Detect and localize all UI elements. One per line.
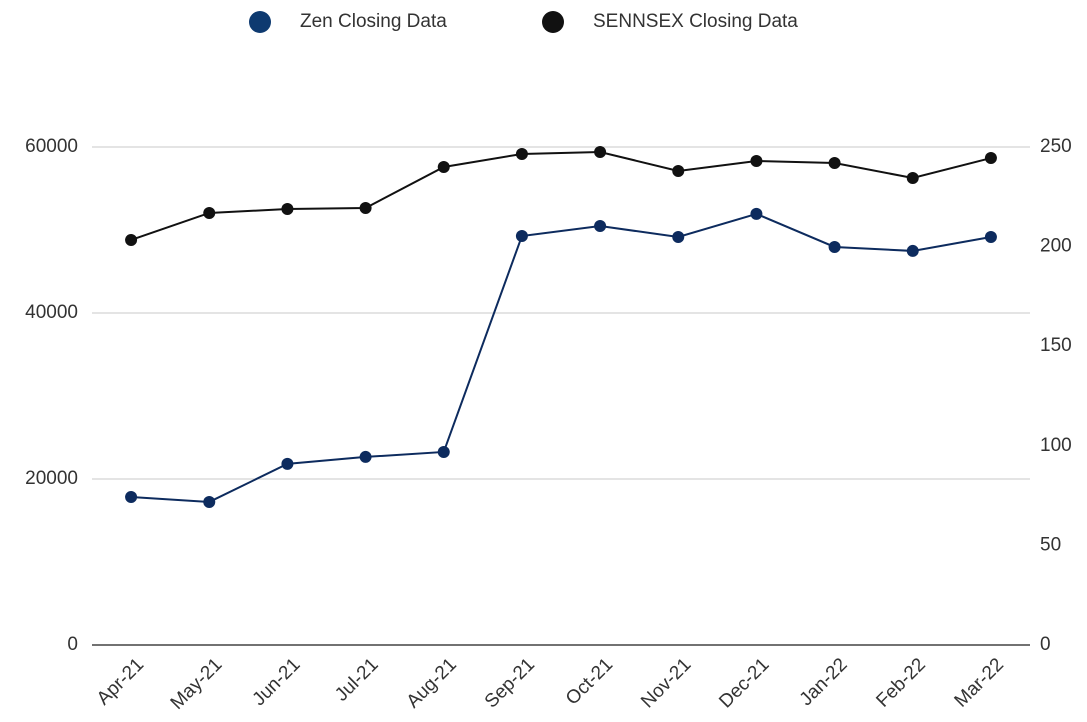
series-line xyxy=(131,212,992,503)
data-point xyxy=(437,445,450,458)
data-point xyxy=(281,457,294,470)
y2-tick-label: 250 xyxy=(1040,136,1072,157)
data-point xyxy=(281,203,294,216)
legend-label: SENNSEX Closing Data xyxy=(593,11,798,32)
x-tick-label: Aug-21 xyxy=(403,654,461,712)
x-tick-label: Sep-21 xyxy=(481,654,539,712)
legend-label: Zen Closing Data xyxy=(300,11,447,32)
x-tick-label: Oct-21 xyxy=(562,654,617,709)
x-tick-label: Nov-21 xyxy=(637,654,695,712)
y-tick-label: 20000 xyxy=(25,468,78,489)
y2-tick-label: 150 xyxy=(1040,335,1072,356)
x-tick-label: Mar-22 xyxy=(951,654,1008,711)
data-point xyxy=(984,152,997,165)
y-tick-label: 40000 xyxy=(25,302,78,323)
data-point xyxy=(437,161,450,174)
y-tick-label: 60000 xyxy=(25,136,78,157)
data-point xyxy=(594,220,607,233)
legend-marker xyxy=(249,11,271,33)
data-point xyxy=(203,206,216,219)
x-tick-label: Jun-21 xyxy=(249,654,305,710)
x-tick-label: Dec-21 xyxy=(715,654,773,712)
data-point xyxy=(203,495,216,508)
data-point xyxy=(672,164,685,177)
data-point xyxy=(750,207,763,220)
data-point xyxy=(594,145,607,158)
y2-tick-label: 200 xyxy=(1040,236,1072,257)
data-point xyxy=(984,230,997,243)
data-point xyxy=(672,230,685,243)
x-tick-label: May-21 xyxy=(167,654,227,714)
data-point xyxy=(906,244,919,257)
data-point xyxy=(828,240,841,253)
data-point xyxy=(359,450,372,463)
y-tick-label: 0 xyxy=(67,634,78,655)
x-tick-label: Jul-21 xyxy=(331,654,382,705)
data-point xyxy=(828,157,841,170)
x-tick-label: Apr-21 xyxy=(93,654,148,709)
data-point xyxy=(359,202,372,215)
data-point xyxy=(515,147,528,160)
data-point xyxy=(125,233,138,246)
x-tick-label: Jan-22 xyxy=(796,654,852,710)
series-line xyxy=(130,150,992,241)
data-point xyxy=(515,229,528,242)
data-point xyxy=(750,155,763,168)
y2-tick-label: 100 xyxy=(1040,435,1072,456)
legend-marker xyxy=(542,11,564,33)
x-tick-label: Feb-22 xyxy=(872,654,929,711)
y2-tick-label: 50 xyxy=(1040,534,1061,555)
data-point xyxy=(906,171,919,184)
y2-tick-label: 0 xyxy=(1040,634,1051,655)
data-point xyxy=(125,490,138,503)
